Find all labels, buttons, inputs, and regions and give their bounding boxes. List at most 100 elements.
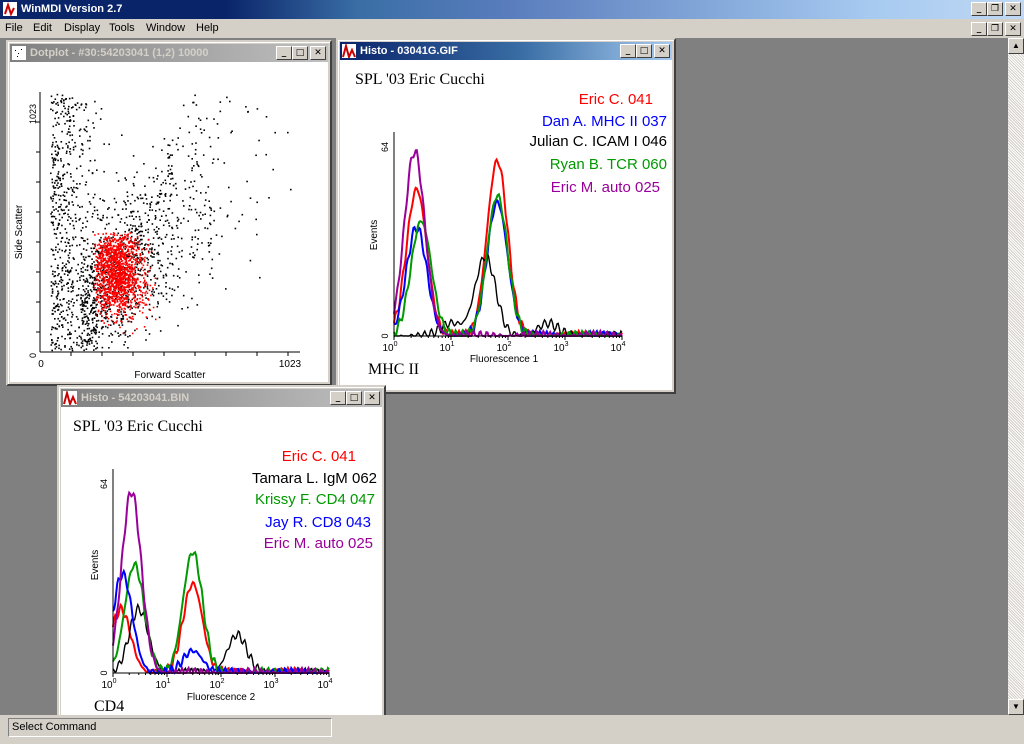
- scatter-point: [57, 117, 60, 119]
- scatter-point: [157, 201, 160, 203]
- scatter-point-gated: [128, 242, 131, 244]
- scatter-point: [62, 310, 64, 312]
- scatter-point-gated: [101, 260, 104, 262]
- scatter-point: [89, 282, 91, 284]
- scatter-point-gated: [118, 249, 120, 252]
- scatter-point: [127, 320, 129, 323]
- scatter-point-gated: [97, 296, 100, 299]
- scatter-point: [209, 206, 211, 209]
- scatter-point: [158, 316, 161, 319]
- scatter-point: [139, 243, 141, 246]
- scatter-point-gated: [126, 285, 129, 287]
- scatter-point-gated: [123, 298, 126, 301]
- scatter-point: [82, 321, 84, 324]
- scatter-point: [66, 113, 68, 116]
- scatter-point: [82, 248, 85, 250]
- scatter-point: [83, 109, 85, 111]
- restore-icon[interactable]: ❐: [987, 2, 1003, 16]
- scatter-point: [106, 276, 108, 278]
- scatter-point: [51, 181, 54, 184]
- histo2-close-icon[interactable]: ✕: [364, 391, 380, 405]
- scatter-point: [50, 333, 52, 336]
- dotplot-maximize-icon[interactable]: □: [292, 46, 308, 60]
- histo1-chart[interactable]: SPL '03 Eric Cucchi Eric C. 041 Dan A. M…: [340, 60, 672, 390]
- mdi-restore-icon[interactable]: ❐: [987, 22, 1003, 36]
- scatter-point: [87, 290, 89, 292]
- scatter-point: [210, 237, 212, 240]
- scatter-point: [92, 122, 94, 124]
- histo2-window[interactable]: Histo - 54203041.BIN _ □ ✕ SPL '03 Eric …: [57, 385, 386, 717]
- scatter-point: [82, 149, 84, 152]
- scatter-point-gated: [137, 287, 140, 289]
- histo1-maximize-icon[interactable]: □: [636, 44, 652, 58]
- dotplot-title-bar[interactable]: Dotplot - #30:54203041 (1,2) 10000 _ □ ✕: [10, 44, 328, 62]
- histo2-maximize-icon[interactable]: □: [346, 391, 362, 405]
- scatter-point-gated: [104, 246, 106, 248]
- scatter-point-gated: [119, 258, 122, 260]
- histo1-close-icon[interactable]: ✕: [654, 44, 670, 58]
- scatter-point: [68, 261, 70, 264]
- histo2-minimize-icon[interactable]: _: [330, 391, 346, 405]
- histo1-title-bar[interactable]: Histo - 03041G.GIF _ □ ✕: [340, 42, 672, 60]
- scatter-point-gated: [101, 248, 104, 250]
- scatter-point: [158, 284, 160, 287]
- dotplot-close-icon[interactable]: ✕: [310, 46, 326, 60]
- scatter-point: [123, 344, 125, 346]
- app-title-bar[interactable]: WinMDI Version 2.7 _ ❐ ✕: [0, 0, 1024, 19]
- scatter-point: [85, 292, 88, 295]
- histo2-title-bar[interactable]: Histo - 54203041.BIN _ □ ✕: [61, 389, 382, 407]
- scatter-point-gated: [115, 275, 117, 278]
- dotplot-y-min-tick: 0: [28, 353, 38, 358]
- dotplot-window[interactable]: Dotplot - #30:54203041 (1,2) 10000 _ □ ✕…: [6, 40, 332, 386]
- scatter-point-gated: [118, 306, 121, 309]
- dotplot-chart[interactable]: 1023 0 Side Scatter 0 1023 Forward Scatt…: [10, 62, 328, 382]
- scatter-point: [127, 237, 129, 240]
- scatter-point: [141, 197, 144, 200]
- scatter-point: [52, 125, 55, 128]
- scatter-point-gated: [123, 304, 125, 306]
- scatter-point: [147, 261, 149, 264]
- scatter-point: [51, 211, 53, 213]
- scatter-point: [70, 176, 72, 178]
- scatter-point: [69, 331, 71, 334]
- scroll-down-icon[interactable]: ▼: [1008, 699, 1024, 715]
- scatter-point: [56, 228, 58, 230]
- dotplot-minimize-icon[interactable]: _: [276, 46, 292, 60]
- scatter-point: [97, 319, 100, 322]
- scatter-point: [71, 194, 73, 197]
- menu-window[interactable]: Window: [146, 22, 186, 34]
- histo1-window[interactable]: Histo - 03041G.GIF _ □ ✕ SPL '03 Eric Cu…: [336, 38, 676, 394]
- scatter-point: [128, 306, 131, 308]
- scatter-point-gated: [141, 266, 143, 269]
- mdi-close-icon[interactable]: ✕: [1005, 22, 1021, 36]
- scatter-point-gated: [117, 292, 120, 294]
- scatter-point-gated: [116, 284, 118, 286]
- scatter-point: [168, 156, 171, 159]
- mdi-minimize-icon[interactable]: _: [971, 22, 987, 36]
- menu-display[interactable]: Display: [64, 22, 101, 34]
- scatter-point: [151, 293, 154, 295]
- scatter-point: [54, 258, 57, 260]
- menu-help[interactable]: Help: [196, 22, 219, 34]
- scatter-point: [265, 153, 267, 156]
- x-tick-label: 103: [553, 341, 568, 354]
- scatter-point-gated: [117, 240, 119, 242]
- scatter-point-gated: [130, 237, 132, 239]
- scroll-up-icon[interactable]: ▲: [1008, 38, 1024, 54]
- scatter-point-gated: [99, 253, 102, 256]
- histo1-minimize-icon[interactable]: _: [620, 44, 636, 58]
- vertical-scrollbar[interactable]: ▲ ▼: [1008, 38, 1024, 715]
- scatter-point: [67, 287, 70, 289]
- scatter-point-gated: [121, 259, 124, 262]
- scatter-point-gated: [107, 265, 110, 267]
- histo2-chart[interactable]: SPL '03 Eric Cucchi Eric C. 041 Tamara L…: [61, 407, 382, 715]
- close-icon[interactable]: ✕: [1005, 2, 1021, 16]
- scatter-point: [77, 272, 79, 275]
- menu-edit[interactable]: Edit: [33, 22, 52, 34]
- minimize-icon[interactable]: _: [971, 2, 987, 16]
- scatter-point-gated: [127, 286, 130, 289]
- menu-tools[interactable]: Tools: [109, 22, 135, 34]
- scatter-point: [86, 269, 89, 272]
- menu-file[interactable]: File: [5, 22, 23, 34]
- scatter-point: [84, 323, 87, 325]
